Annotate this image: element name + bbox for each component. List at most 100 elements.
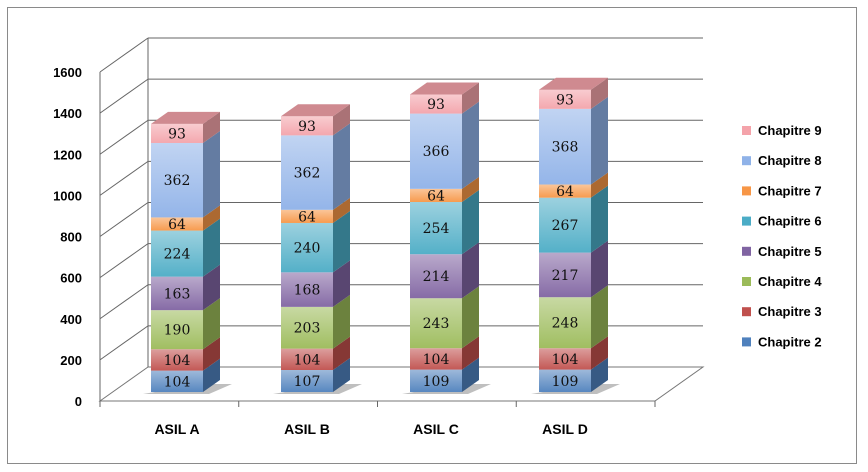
bar-segment-chapitre-9	[410, 94, 462, 114]
y-tick-label: 400	[60, 312, 82, 327]
legend-swatch	[742, 277, 751, 286]
data-label: 64	[298, 209, 316, 225]
data-label: 107	[294, 374, 321, 390]
bar-segment-chapitre-3	[281, 348, 333, 370]
x-category-label: ASIL D	[542, 421, 588, 437]
y-tick-label: 1200	[53, 147, 82, 162]
legend-label: Chapitre 6	[758, 214, 822, 229]
bar-segment-side	[462, 82, 479, 114]
data-label: 203	[294, 321, 321, 337]
legend-label: Chapitre 2	[758, 334, 822, 349]
bar-segment-side	[203, 264, 220, 311]
legend-item: Chapitre 2	[742, 334, 822, 349]
bar-segment-side	[203, 205, 220, 231]
legend-item: Chapitre 8	[742, 153, 822, 168]
data-label: 104	[423, 352, 450, 368]
bar-segment-side	[333, 336, 350, 370]
legend-swatch	[742, 156, 751, 166]
bar-top	[539, 77, 608, 90]
legend-item: Chapitre 4	[742, 274, 822, 289]
bar-segment-side	[462, 336, 479, 370]
bar-segment-side	[462, 176, 479, 203]
data-label: 362	[164, 173, 191, 189]
bar-segment-chapitre-8	[151, 142, 203, 218]
y-tick-label: 1000	[53, 188, 82, 203]
bar-stack-asil-d: 109 104 248 217 267 64 368 93	[531, 77, 620, 394]
legend-swatch	[742, 186, 751, 196]
data-label: 109	[423, 374, 450, 390]
bar-segment-side	[203, 111, 220, 143]
y-tick-label: 600	[60, 271, 82, 286]
bar-segment-side	[203, 130, 220, 218]
bar-segment-chapitre-5	[539, 252, 591, 298]
legend-swatch	[742, 337, 751, 347]
bar-segment-chapitre-5	[410, 254, 462, 299]
gridline-side	[99, 37, 149, 73]
y-tick-label: 200	[60, 353, 82, 368]
gridline-side	[99, 325, 149, 361]
gridline-side	[99, 284, 149, 320]
bar-segment-side	[462, 357, 479, 392]
bar-segment-side	[462, 242, 479, 299]
bar-segment-side	[203, 298, 220, 350]
bar-segment-side	[462, 190, 479, 255]
x-category-label: ASIL C	[413, 421, 459, 437]
data-label: 64	[427, 188, 445, 204]
bar-top	[151, 111, 220, 124]
data-label: 163	[164, 286, 191, 302]
y-tick-label: 0	[75, 394, 82, 409]
bar-segment-side	[462, 101, 479, 189]
data-label: 243	[423, 316, 450, 332]
bar-segment-side	[591, 336, 608, 370]
bar-segment-chapitre-6	[281, 222, 333, 273]
bar-segment-side	[591, 357, 608, 392]
legend-label: Chapitre 7	[758, 183, 822, 198]
y-axis-ticks: 0 200 400 600 800 1000 1200 1400 1600	[53, 65, 82, 409]
bar-segment-chapitre-8	[281, 135, 333, 210]
legend-item: Chapitre 7	[742, 183, 822, 198]
x-category-label: ASIL B	[284, 421, 330, 437]
bar-segment-chapitre-5	[151, 276, 203, 311]
legend-swatch	[742, 246, 751, 256]
bar-segment-side	[591, 77, 608, 109]
data-label: 214	[423, 269, 450, 285]
data-label: 104	[164, 353, 191, 369]
bar-segment-side	[203, 358, 220, 392]
bar-segment-chapitre-7	[539, 184, 591, 198]
data-label: 109	[552, 374, 579, 390]
legend-label: Chapitre 5	[758, 244, 822, 259]
legend: Chapitre 9 Chapitre 8 Chapitre 7 Chapitre 6…	[742, 123, 822, 349]
legend-label: Chapitre 9	[758, 123, 822, 138]
data-label: 93	[298, 119, 316, 135]
legend-swatch	[742, 307, 751, 317]
bar-segment-side	[333, 260, 350, 307]
bar-segment-chapitre-2	[151, 370, 203, 392]
bar-segment-chapitre-3	[539, 348, 591, 370]
gridline-side	[99, 202, 149, 237]
legend-item: Chapitre 3	[742, 304, 822, 319]
legend-item: Chapitre 5	[742, 244, 822, 259]
bar-segment-side	[333, 123, 350, 210]
bar-segment-chapitre-9	[281, 116, 333, 136]
bar-segment-side	[203, 337, 220, 371]
data-label: 64	[556, 184, 574, 200]
bar-segment-chapitre-2	[281, 369, 333, 392]
data-label: 248	[552, 316, 579, 332]
bar-segment-chapitre-4	[539, 297, 591, 349]
bar-stack-asil-a: 104 104 190 163 224 64 362 93	[143, 111, 232, 394]
y-tick-label: 1600	[53, 65, 82, 80]
bar-segment-chapitre-8	[539, 108, 591, 185]
data-label: 64	[168, 217, 186, 233]
bar-segment-chapitre-6	[151, 230, 203, 277]
bar-segment-chapitre-9	[539, 89, 591, 109]
bar-segment-side	[591, 285, 608, 349]
data-label: 190	[164, 323, 191, 339]
bar-segment-chapitre-7	[281, 209, 333, 223]
bar-segment-chapitre-4	[151, 310, 203, 350]
bar-segment-chapitre-6	[410, 202, 462, 255]
data-label: 93	[427, 97, 445, 113]
bar-segment-chapitre-7	[151, 217, 203, 231]
bar-stack-asil-b: 107 104 203 168 240 64 362 93	[273, 104, 362, 394]
data-label: 267	[552, 218, 579, 234]
